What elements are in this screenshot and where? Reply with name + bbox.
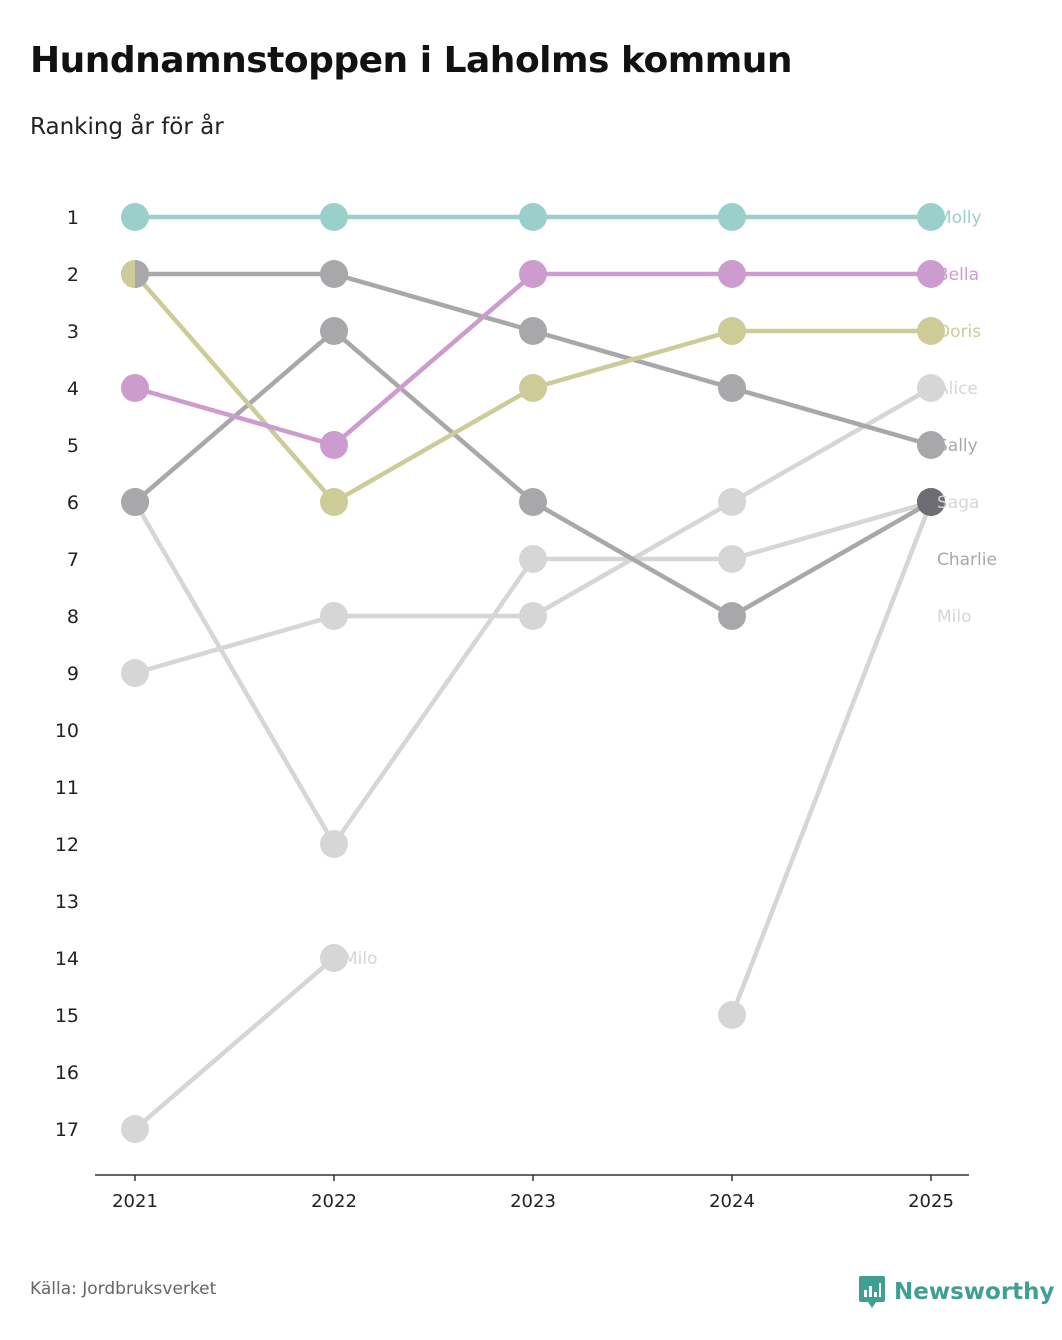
data-point-bella: [917, 260, 945, 288]
series-line-sally: [331, 271, 536, 334]
series-line-doris: [132, 271, 337, 505]
data-point-charlie: [718, 602, 746, 630]
y-tick-label: 2: [67, 264, 79, 286]
series-lines: [132, 214, 934, 1132]
data-point-sally: [718, 374, 746, 402]
series-end-label: Doris: [937, 322, 981, 342]
data-point-charlie: [519, 488, 547, 516]
series-line-alice: [729, 385, 934, 505]
data-point-molly: [917, 203, 945, 231]
data-point-milo: [121, 1115, 149, 1143]
x-tick-label: 2023: [510, 1191, 556, 1212]
data-point-charlie: [320, 317, 348, 345]
data-point-alice: [718, 488, 746, 516]
series-end-label: Charlie: [937, 550, 997, 570]
series-line-saga: [729, 499, 934, 562]
data-point-doris: [917, 317, 945, 345]
x-tick-label: 2024: [709, 1191, 755, 1212]
y-tick-label: 13: [55, 891, 79, 913]
data-point-saga: [519, 545, 547, 573]
y-tick-label: 4: [67, 378, 79, 400]
data-point-molly: [121, 203, 149, 231]
data-point-molly: [320, 203, 348, 231]
series-line-charlie: [729, 499, 934, 619]
data-point-sally: [917, 431, 945, 459]
series-end-label: Saga: [937, 493, 979, 513]
data-point-alice: [121, 659, 149, 687]
data-point-bella: [718, 260, 746, 288]
data-point-sally-half: [135, 260, 149, 288]
data-point-doris: [320, 488, 348, 516]
data-point-doris: [718, 317, 746, 345]
x-axis-ticks: 2021 2022 2023 2024 2025: [112, 1175, 954, 1212]
series-line-saga: [132, 499, 337, 847]
y-tick-label: 5: [67, 435, 79, 457]
y-tick-label: 12: [55, 834, 79, 856]
data-point-alice: [519, 602, 547, 630]
series-line-charlie: [530, 499, 735, 619]
data-point-saga: [718, 545, 746, 573]
y-tick-label: 14: [55, 948, 79, 970]
data-point-bella: [320, 431, 348, 459]
data-point-bella: [519, 260, 547, 288]
y-tick-label: 7: [67, 549, 79, 571]
data-point-doris: [519, 374, 547, 402]
series-line-milo: [132, 955, 337, 1132]
series-points: [121, 203, 945, 1143]
x-tick-label: 2025: [908, 1191, 954, 1212]
y-tick-label: 15: [55, 1005, 79, 1027]
brand-logo: Newsworthy: [858, 1275, 1055, 1309]
x-tick-label: 2021: [112, 1191, 158, 1212]
series-line-charlie: [331, 328, 536, 505]
series-line-alice: [132, 613, 337, 676]
y-tick-label: 1: [67, 207, 79, 229]
series-line-doris: [530, 328, 735, 391]
data-point-molly: [718, 203, 746, 231]
series-end-label: Alice: [937, 379, 978, 399]
data-point-milo: [718, 1001, 746, 1029]
data-point-charlie-half: [135, 488, 149, 516]
series-line-bella: [331, 271, 536, 448]
x-tick-label: 2022: [311, 1191, 357, 1212]
series-line-milo: [729, 499, 934, 1018]
data-point-highlight: [917, 488, 945, 516]
series-end-label: Milo: [937, 607, 972, 627]
y-tick-label: 17: [55, 1119, 79, 1141]
brand-name: Newsworthy: [894, 1279, 1055, 1305]
data-point-saga: [320, 830, 348, 858]
series-labels: Molly Bella Doris Alice Sally Saga Charlie Milo…: [343, 208, 997, 969]
data-point-bella: [121, 374, 149, 402]
data-point-alice: [320, 602, 348, 630]
data-point-milo: [320, 944, 348, 972]
series-end-label: Bella: [937, 265, 979, 285]
chart-subtitle: Ranking år för år: [30, 114, 224, 140]
y-tick-label: 6: [67, 492, 79, 514]
series-line-doris: [331, 385, 536, 505]
series-inline-label: Milo: [343, 949, 378, 969]
y-tick-label: 3: [67, 321, 79, 343]
data-point-molly: [519, 203, 547, 231]
series-line-sally: [729, 385, 934, 448]
source-note: Källa: Jordbruksverket: [30, 1279, 217, 1299]
data-point-sally: [519, 317, 547, 345]
series-end-label: Molly: [937, 208, 982, 228]
y-tick-label: 9: [67, 663, 79, 685]
y-tick-label: 10: [55, 720, 79, 742]
y-tick-label: 11: [55, 777, 79, 799]
chart-title: Hundnamnstoppen i Laholms kommun: [30, 40, 792, 81]
data-point-sally: [320, 260, 348, 288]
y-tick-label: 16: [55, 1062, 79, 1084]
series-end-label: Sally: [937, 436, 978, 456]
series-line-saga: [331, 556, 536, 847]
newsworthy-logo-icon: [859, 1276, 885, 1308]
y-tick-label: 8: [67, 606, 79, 628]
series-line-bella: [132, 385, 337, 448]
data-point-alice: [917, 374, 945, 402]
